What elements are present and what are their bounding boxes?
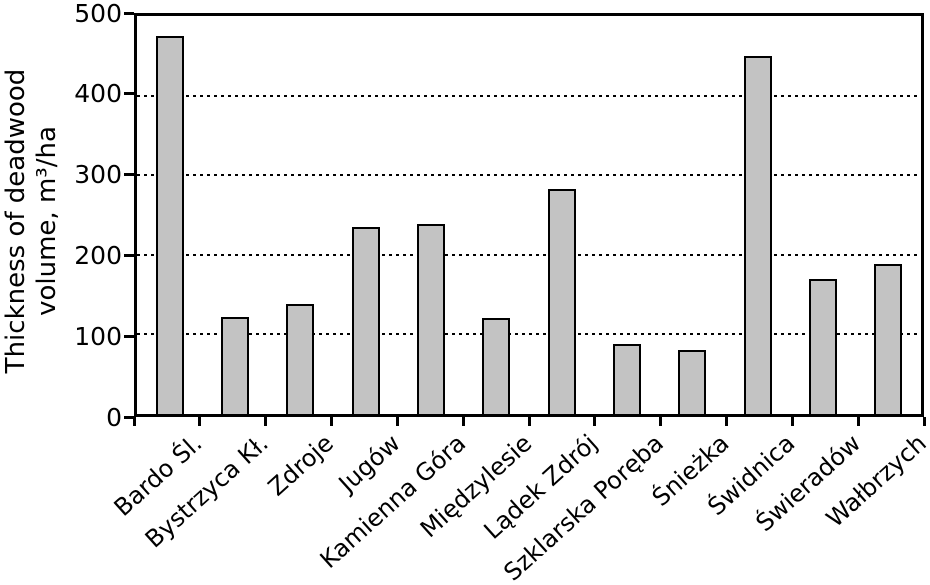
x-tick-mark — [132, 417, 136, 426]
x-tick-mark — [330, 417, 333, 426]
y-tick-label: 0 — [106, 402, 122, 432]
x-tick-mark — [527, 417, 531, 426]
bar-szklarska-poręba — [613, 343, 641, 414]
bar-bardo-śl — [155, 35, 184, 414]
x-tick-mark — [659, 417, 663, 426]
y-tick-label: 200 — [74, 240, 122, 270]
bar-świdnica — [743, 55, 772, 414]
y-tick-mark — [124, 253, 134, 257]
y-tick-label: 100 — [74, 321, 122, 351]
bar-zdroje — [286, 304, 315, 414]
x-tick-mark — [593, 417, 597, 426]
gridline-300 — [137, 174, 921, 177]
bar-świeradów — [809, 278, 837, 414]
y-tick-label: 500 — [74, 0, 122, 28]
gridline-100 — [137, 333, 921, 336]
y-tick-mark — [124, 415, 134, 419]
y-tick-label: 300 — [74, 160, 122, 190]
x-tick-mark — [264, 417, 268, 426]
x-tick-mark — [395, 417, 399, 426]
bar-bystrzyca-kł — [221, 316, 249, 414]
bar-wałbrzych — [874, 263, 903, 414]
bar-kamienna-góra — [417, 223, 445, 414]
y-axis-title-line1: Thickness of deadwood — [1, 68, 31, 374]
gridline-200 — [137, 253, 921, 256]
bar-jugów — [351, 226, 380, 414]
y-tick-mark — [124, 173, 134, 177]
x-tick-mark — [725, 417, 728, 426]
y-tick-label: 400 — [74, 79, 122, 109]
bar-śnieżka — [678, 349, 707, 414]
y-axis-title: Thickness of deadwood volume, m³/ha — [1, 11, 63, 431]
y-axis-title-line2: volume, m³/ha — [32, 126, 62, 316]
y-tick-mark — [124, 92, 134, 96]
gridline-400 — [137, 94, 921, 97]
y-tick-mark — [124, 334, 134, 338]
y-tick-mark — [124, 11, 134, 15]
x-tick-mark — [922, 417, 926, 426]
bar-międzylesie — [482, 318, 511, 414]
x-tick-mark — [198, 417, 202, 426]
plot-area — [134, 13, 924, 417]
x-tick-label: Zdroje — [263, 429, 340, 502]
x-tick-mark — [856, 417, 860, 426]
x-tick-mark — [461, 417, 465, 426]
bar-lądek-zdrój — [547, 188, 576, 414]
x-tick-mark — [790, 417, 794, 426]
